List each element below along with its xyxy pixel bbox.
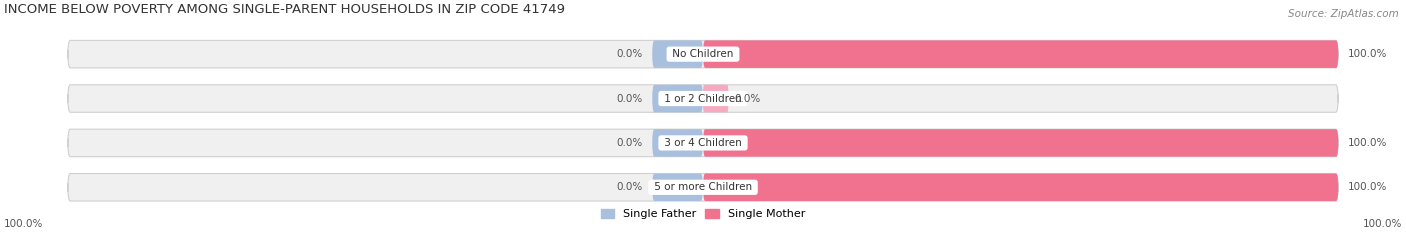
FancyBboxPatch shape [703, 129, 1339, 157]
Text: 0.0%: 0.0% [616, 49, 643, 59]
Text: INCOME BELOW POVERTY AMONG SINGLE-PARENT HOUSEHOLDS IN ZIP CODE 41749: INCOME BELOW POVERTY AMONG SINGLE-PARENT… [4, 3, 565, 16]
Text: 100.0%: 100.0% [4, 219, 44, 229]
FancyBboxPatch shape [652, 40, 703, 68]
Text: 0.0%: 0.0% [616, 93, 643, 103]
FancyBboxPatch shape [67, 40, 1339, 68]
FancyBboxPatch shape [652, 174, 703, 201]
Text: 5 or more Children: 5 or more Children [651, 182, 755, 192]
Text: 0.0%: 0.0% [616, 182, 643, 192]
Text: 0.0%: 0.0% [735, 93, 761, 103]
FancyBboxPatch shape [67, 85, 1339, 112]
FancyBboxPatch shape [652, 129, 703, 157]
Text: 1 or 2 Children: 1 or 2 Children [661, 93, 745, 103]
FancyBboxPatch shape [67, 129, 1339, 157]
FancyBboxPatch shape [67, 174, 1339, 201]
FancyBboxPatch shape [652, 85, 703, 112]
Text: No Children: No Children [669, 49, 737, 59]
FancyBboxPatch shape [703, 174, 1339, 201]
Text: Source: ZipAtlas.com: Source: ZipAtlas.com [1288, 9, 1399, 19]
Legend: Single Father, Single Mother: Single Father, Single Mother [596, 204, 810, 223]
FancyBboxPatch shape [703, 85, 728, 112]
FancyBboxPatch shape [703, 40, 1339, 68]
Text: 100.0%: 100.0% [1348, 138, 1388, 148]
Text: 100.0%: 100.0% [1348, 182, 1388, 192]
Text: 3 or 4 Children: 3 or 4 Children [661, 138, 745, 148]
Text: 0.0%: 0.0% [616, 138, 643, 148]
Text: 100.0%: 100.0% [1362, 219, 1402, 229]
Text: 100.0%: 100.0% [1348, 49, 1388, 59]
